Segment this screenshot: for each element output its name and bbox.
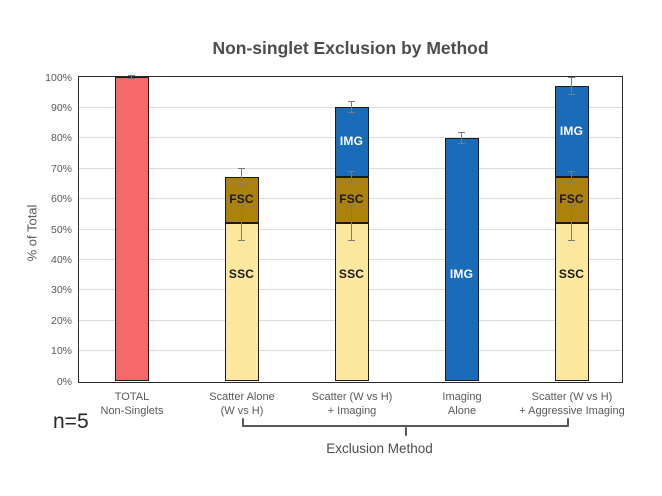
y-tick-label: 10% bbox=[50, 345, 72, 358]
plot-area: SSC FSC SSC FSC IMG IMG SSC FSC IMG bbox=[78, 75, 623, 383]
error-bar-cap bbox=[238, 168, 245, 170]
bar-segment-label: IMG bbox=[559, 123, 584, 138]
x-category-label: TOTAL Non-Singlets bbox=[67, 391, 197, 418]
bracket-end-right bbox=[567, 418, 569, 427]
x-axis-group-title: Exclusion Method bbox=[326, 441, 433, 456]
x-category-line: Scatter (W vs H) bbox=[531, 391, 613, 403]
y-tick-label: 80% bbox=[50, 132, 72, 145]
error-bar-cap bbox=[348, 240, 355, 242]
error-bar-line bbox=[571, 204, 572, 242]
error-bar-cap bbox=[128, 78, 135, 80]
bar-segment-label: IMG bbox=[339, 134, 364, 149]
bar-segment bbox=[334, 222, 369, 381]
y-tick-label: 100% bbox=[45, 71, 72, 84]
error-bar-cap bbox=[238, 240, 245, 242]
error-bar-cap bbox=[348, 171, 355, 173]
y-tick-label: 70% bbox=[50, 162, 72, 175]
error-bar-line bbox=[351, 101, 352, 114]
bar-segment-label: IMG bbox=[449, 266, 474, 281]
x-category-line: + Imaging bbox=[327, 404, 377, 417]
error-bar-line bbox=[571, 77, 572, 96]
bar-segment-label: SSC bbox=[338, 266, 365, 281]
y-tick-label: 0% bbox=[56, 375, 72, 388]
bar-segment-label: FSC bbox=[339, 192, 364, 207]
error-bar-cap bbox=[348, 112, 355, 114]
bracket-horizontal bbox=[242, 425, 569, 427]
x-category-line: TOTAL bbox=[114, 391, 150, 403]
x-category-line: + Aggressive Imaging bbox=[519, 404, 625, 417]
error-bar-cap bbox=[458, 142, 465, 144]
bar-segment bbox=[334, 107, 369, 178]
x-category-line: Scatter Alone bbox=[209, 391, 275, 403]
x-category-line: Non-Singlets bbox=[100, 404, 164, 417]
y-tick-label: 40% bbox=[50, 253, 72, 266]
error-bar-line bbox=[571, 171, 572, 184]
y-tick-label: 90% bbox=[50, 101, 72, 114]
bracket-center-tick bbox=[404, 427, 407, 436]
error-bar-line bbox=[461, 131, 462, 144]
y-tick-label: 20% bbox=[50, 314, 72, 327]
error-bar-cap bbox=[348, 101, 355, 103]
error-bar-cap bbox=[458, 131, 465, 133]
error-bar-line bbox=[351, 171, 352, 184]
error-bar-cap bbox=[128, 75, 135, 77]
y-tick-label: 50% bbox=[50, 223, 72, 236]
error-bar-cap bbox=[568, 240, 575, 242]
x-category-line: Imaging bbox=[442, 391, 482, 403]
error-bar-cap bbox=[568, 204, 575, 206]
chart-title: Non-singlet Exclusion by Method bbox=[212, 38, 489, 58]
bar-segment bbox=[224, 222, 259, 381]
error-bar-line bbox=[351, 204, 352, 242]
sample-size-annotation: n=5 bbox=[53, 410, 89, 433]
bar-segment bbox=[554, 222, 589, 381]
bar-segment-label: SSC bbox=[228, 266, 255, 281]
error-bar-cap bbox=[348, 182, 355, 184]
bar-segment-label: SSC bbox=[558, 266, 585, 281]
error-bar-cap bbox=[238, 204, 245, 206]
y-tick-label: 60% bbox=[50, 193, 72, 206]
x-category-label: Imaging Alone bbox=[397, 391, 527, 418]
error-bar-line bbox=[241, 204, 242, 242]
x-category-line: Scatter (W vs H) bbox=[311, 391, 393, 403]
x-category-label: Scatter (W vs H) + Imaging bbox=[287, 391, 417, 418]
error-bar-line bbox=[241, 168, 242, 187]
x-category-label: Scatter (W vs H) + Aggressive Imaging bbox=[507, 391, 637, 418]
error-bar-cap bbox=[568, 182, 575, 184]
error-bar-cap bbox=[568, 94, 575, 96]
x-category-line: Alone bbox=[447, 404, 477, 417]
x-category-line: (W vs H) bbox=[220, 404, 264, 417]
bar-segment-label: FSC bbox=[559, 192, 584, 207]
x-category-label: Scatter Alone (W vs H) bbox=[177, 391, 307, 418]
bar-segment bbox=[114, 77, 149, 381]
bar-segment-label: FSC bbox=[229, 192, 254, 207]
bar-segment bbox=[444, 137, 479, 381]
error-bar-cap bbox=[568, 77, 575, 78]
bracket-end-left bbox=[242, 418, 244, 427]
error-bar-cap bbox=[348, 204, 355, 206]
error-bar-cap bbox=[568, 171, 575, 173]
error-bar-cap bbox=[238, 185, 245, 187]
y-tick-label: 30% bbox=[50, 284, 72, 297]
error-bar-line bbox=[131, 75, 132, 80]
